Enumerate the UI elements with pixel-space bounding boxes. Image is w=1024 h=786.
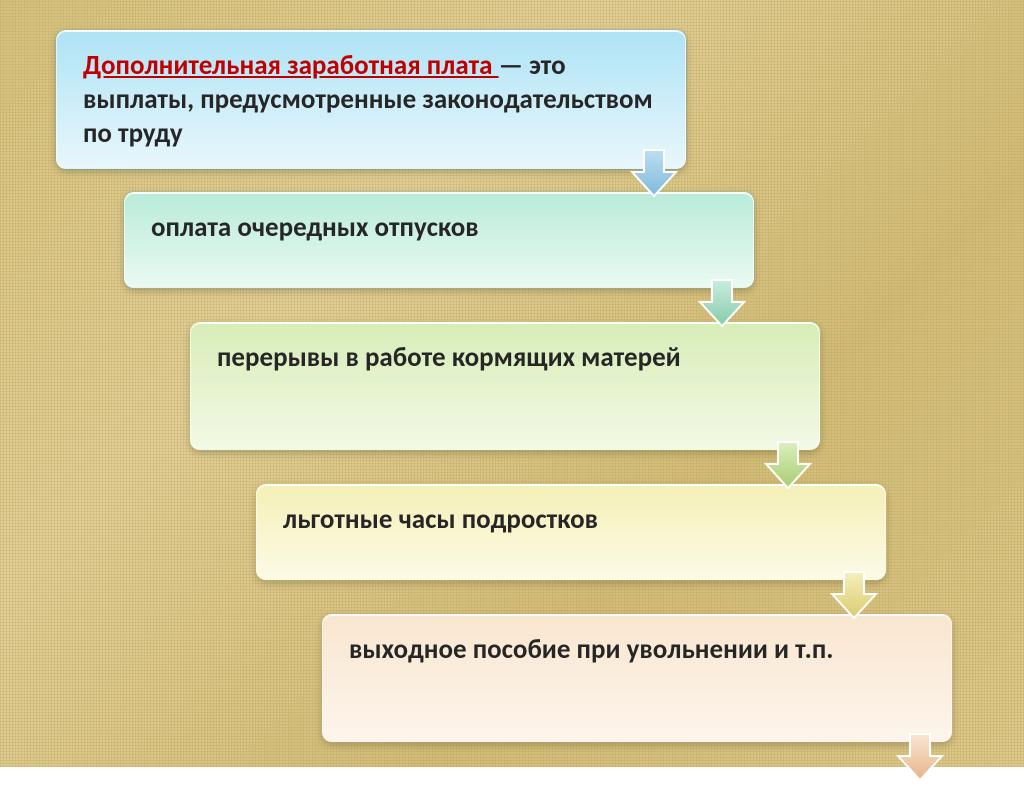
flow-box-2: оплата очередных отпусков — [124, 192, 754, 288]
flow-box-5: выходное пособие при увольнении и т.п. — [322, 614, 952, 742]
arrow-down-icon — [632, 150, 676, 196]
flow-box-text: выходное пособие при увольнении и т.п. — [349, 633, 925, 667]
flow-arrow-4 — [826, 568, 882, 624]
term-title: Дополнительная заработная плата — [83, 49, 499, 82]
flow-box-4: льготные часы подростков — [256, 484, 886, 580]
arrow-down-icon — [700, 280, 744, 326]
flow-arrow-3 — [760, 438, 816, 494]
arrow-down-icon — [832, 572, 876, 618]
flow-arrow-2 — [694, 276, 750, 332]
flow-box-text: Дополнительная заработная плата — это вы… — [83, 49, 659, 150]
flow-box-text: льготные часы подростков — [283, 503, 859, 537]
arrow-down-icon — [766, 442, 810, 488]
diagram-stage: Дополнительная заработная плата — это вы… — [0, 0, 1024, 767]
flow-arrow-5 — [892, 730, 948, 786]
flow-box-text: перерывы в работе кормящих матерей — [217, 341, 793, 375]
flow-box-3: перерывы в работе кормящих матерей — [190, 322, 820, 450]
flow-arrow-1 — [626, 146, 682, 202]
flow-box-text: оплата очередных отпусков — [151, 211, 727, 245]
arrow-down-icon — [898, 734, 942, 780]
flow-box-1: Дополнительная заработная плата — это вы… — [56, 30, 686, 169]
